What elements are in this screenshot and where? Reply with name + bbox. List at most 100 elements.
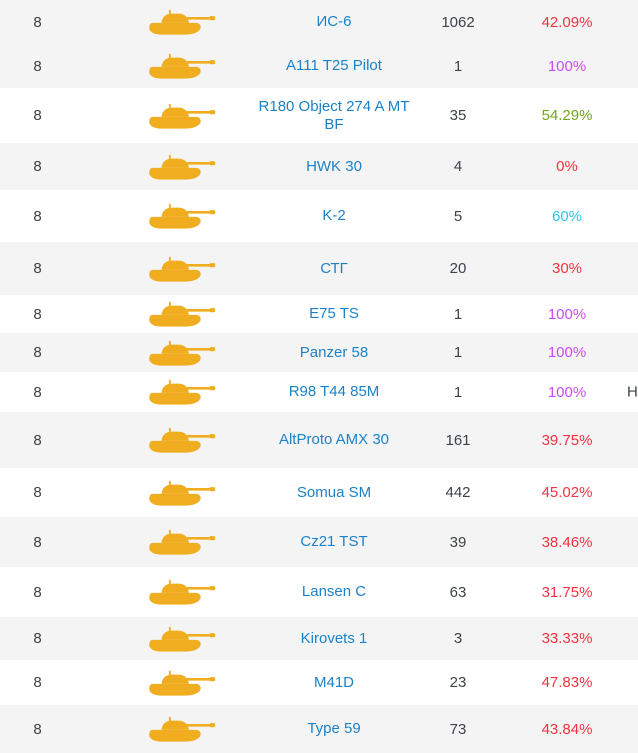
- tier-value: 8: [33, 305, 42, 323]
- tier-value: 8: [33, 583, 42, 601]
- table-row: 8 M41D 23 47.83%: [0, 660, 638, 705]
- tank-icon-cell: [75, 202, 255, 230]
- winrate-value: 31.75%: [541, 583, 593, 601]
- tier-value: 8: [33, 13, 42, 31]
- tank-name-link[interactable]: Somua SM: [296, 483, 372, 501]
- battles-count: 3: [453, 630, 463, 647]
- tank-icon: [145, 715, 219, 743]
- tank-icon-cell: [75, 8, 255, 36]
- tank-name-link[interactable]: AltProto AMX 30: [278, 431, 390, 448]
- tier-value: 8: [33, 207, 42, 225]
- winrate-value: 39.75%: [541, 431, 593, 449]
- battles-count: 63: [449, 583, 467, 601]
- winrate-value: 100%: [547, 57, 587, 75]
- battles-count: 161: [445, 431, 471, 449]
- table-row: 8 AltProto AMX 30 161 39.75%: [0, 412, 638, 468]
- tank-name-link[interactable]: A111 T25 Pilot: [286, 57, 382, 74]
- table-row: 8 Kirovets 1 3 33.33%: [0, 617, 638, 660]
- tank-icon-cell: [75, 479, 255, 507]
- winrate-value: 100%: [547, 383, 587, 401]
- table-row: 8 HWK 30 4 0%: [0, 143, 638, 190]
- tank-icon-cell: [75, 625, 255, 653]
- winrate-value: 100%: [547, 305, 587, 323]
- battles-count: 1: [453, 57, 463, 75]
- table-row: 8 E75 TS 1 100%: [0, 295, 638, 333]
- tank-icon: [145, 378, 219, 406]
- tank-name-link[interactable]: HWK 30: [306, 157, 362, 175]
- winrate-value: 42.09%: [541, 13, 593, 31]
- tank-name-link[interactable]: СТГ: [320, 259, 348, 277]
- tank-name-link[interactable]: Lansen C: [301, 583, 367, 600]
- tier-value: 8: [33, 484, 42, 501]
- tank-icon-cell: [75, 528, 255, 556]
- winrate-value: 43.84%: [541, 720, 593, 738]
- battles-count: 442: [445, 484, 471, 501]
- winrate-value: 47.83%: [541, 674, 593, 691]
- winrate-value: 0%: [556, 158, 578, 175]
- table-row: 8 ИС-6 1062 42.09%: [0, 0, 638, 44]
- table-row: 8 Type 59 73 43.84%: [0, 705, 638, 753]
- tier-value: 8: [33, 107, 42, 124]
- tank-icon: [145, 479, 219, 507]
- tank-icon-cell: [75, 255, 255, 283]
- tank-name-link[interactable]: R180 Object 274 A MT BF: [258, 97, 410, 133]
- tank-icon: [145, 426, 219, 454]
- table-row: 8 R180 Object 274 A MT BF 35 54.29%: [0, 88, 638, 143]
- table-row: 8 СТГ 20 30%: [0, 242, 638, 295]
- table-row: 8 Somua SM 442 45.02%: [0, 468, 638, 517]
- tier-value: 8: [33, 431, 42, 449]
- clipped-right-text: H: [627, 383, 638, 401]
- winrate-value: 38.46%: [541, 533, 593, 551]
- tier-value: 8: [33, 533, 42, 551]
- tier-value: 8: [33, 630, 42, 647]
- tank-name-link[interactable]: Cz21 TST: [300, 533, 368, 550]
- tank-icon-cell: [75, 339, 255, 367]
- tank-name-link[interactable]: E75 TS: [309, 305, 359, 322]
- winrate-value: 54.29%: [541, 107, 593, 124]
- tank-icon: [145, 669, 219, 697]
- tank-icon: [145, 339, 219, 367]
- tank-icon-cell: [75, 426, 255, 454]
- winrate-value: 60%: [551, 207, 583, 225]
- tank-icon-cell: [75, 578, 255, 606]
- tier-value: 8: [33, 344, 42, 361]
- table-row: 8 R98 T44 85M 1 100% H: [0, 372, 638, 412]
- battles-count: 1: [453, 344, 463, 361]
- battles-count: 73: [449, 720, 467, 738]
- tank-name-link[interactable]: Panzer 58: [299, 343, 369, 361]
- tier-value: 8: [33, 720, 42, 738]
- table-row: 8 A111 T25 Pilot 1 100%: [0, 44, 638, 88]
- battles-count: 39: [449, 533, 467, 551]
- tank-name-link[interactable]: ИС-6: [316, 13, 352, 30]
- tank-name-link[interactable]: Kirovets 1: [300, 629, 368, 647]
- tank-icon: [145, 625, 219, 653]
- tank-icon: [145, 255, 219, 283]
- tank-icon-cell: [75, 300, 255, 328]
- tank-name-link[interactable]: M41D: [313, 673, 354, 691]
- battles-count: 5: [453, 207, 463, 225]
- battles-count: 23: [449, 674, 467, 691]
- tank-name-link[interactable]: R98 T44 85M: [288, 383, 380, 400]
- table-row: 8 Panzer 58 1 100%: [0, 333, 638, 372]
- tank-name-link[interactable]: K-2: [322, 207, 346, 224]
- tank-icon: [145, 578, 219, 606]
- table-row: 8 Cz21 TST 39 38.46%: [0, 517, 638, 567]
- tank-icon-cell: [75, 669, 255, 697]
- tank-icon: [145, 528, 219, 556]
- table-row: 8 K-2 5 60%: [0, 190, 638, 242]
- tier-value: 8: [33, 260, 42, 277]
- battles-count: 1: [453, 383, 463, 401]
- battles-count: 35: [449, 107, 467, 124]
- tank-icon: [145, 102, 219, 130]
- winrate-value: 30%: [551, 260, 583, 277]
- tank-icon-cell: [75, 52, 255, 80]
- battles-count: 20: [449, 260, 467, 277]
- tier-value: 8: [33, 383, 42, 401]
- tank-icon: [145, 300, 219, 328]
- tank-icon: [145, 52, 219, 80]
- battles-count: 1062: [441, 13, 475, 31]
- tier-value: 8: [33, 674, 42, 691]
- winrate-value: 100%: [547, 344, 587, 361]
- tank-name-link[interactable]: Type 59: [307, 720, 361, 737]
